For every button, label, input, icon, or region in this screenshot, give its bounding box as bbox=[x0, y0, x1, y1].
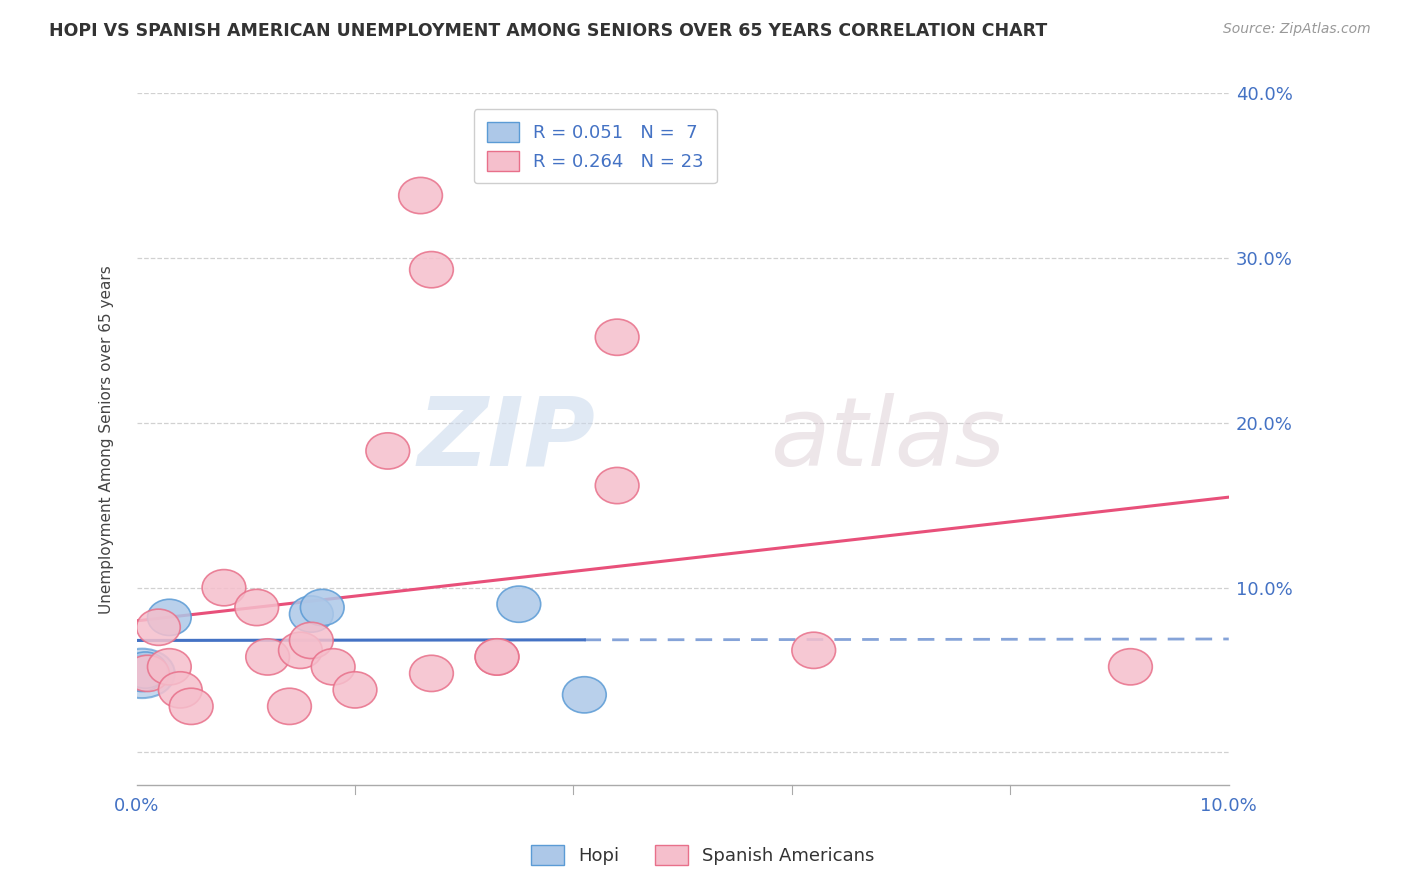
Ellipse shape bbox=[235, 590, 278, 625]
Text: ZIP: ZIP bbox=[418, 392, 595, 486]
Ellipse shape bbox=[1108, 648, 1153, 685]
Ellipse shape bbox=[136, 609, 180, 646]
Ellipse shape bbox=[124, 652, 167, 689]
Ellipse shape bbox=[148, 599, 191, 635]
Ellipse shape bbox=[595, 319, 638, 355]
Ellipse shape bbox=[311, 648, 356, 685]
Ellipse shape bbox=[475, 639, 519, 675]
Ellipse shape bbox=[562, 677, 606, 713]
Text: atlas: atlas bbox=[770, 392, 1005, 486]
Ellipse shape bbox=[125, 656, 169, 691]
Ellipse shape bbox=[159, 672, 202, 708]
Ellipse shape bbox=[120, 656, 165, 691]
Text: HOPI VS SPANISH AMERICAN UNEMPLOYMENT AMONG SENIORS OVER 65 YEARS CORRELATION CH: HOPI VS SPANISH AMERICAN UNEMPLOYMENT AM… bbox=[49, 22, 1047, 40]
Ellipse shape bbox=[301, 590, 344, 625]
Ellipse shape bbox=[333, 672, 377, 708]
Ellipse shape bbox=[202, 570, 246, 606]
Legend: Hopi, Spanish Americans: Hopi, Spanish Americans bbox=[522, 836, 884, 874]
Ellipse shape bbox=[595, 467, 638, 504]
Ellipse shape bbox=[366, 433, 409, 469]
Ellipse shape bbox=[409, 656, 453, 691]
Text: Source: ZipAtlas.com: Source: ZipAtlas.com bbox=[1223, 22, 1371, 37]
Ellipse shape bbox=[278, 632, 322, 668]
Ellipse shape bbox=[290, 623, 333, 658]
Ellipse shape bbox=[290, 596, 333, 632]
Ellipse shape bbox=[475, 639, 519, 675]
Ellipse shape bbox=[399, 178, 443, 214]
Ellipse shape bbox=[169, 689, 214, 724]
Legend: R = 0.051   N =  7, R = 0.264   N = 23: R = 0.051 N = 7, R = 0.264 N = 23 bbox=[474, 110, 717, 184]
Ellipse shape bbox=[148, 648, 191, 685]
Ellipse shape bbox=[409, 252, 453, 288]
Y-axis label: Unemployment Among Seniors over 65 years: Unemployment Among Seniors over 65 years bbox=[100, 265, 114, 614]
Ellipse shape bbox=[792, 632, 835, 668]
Ellipse shape bbox=[267, 689, 311, 724]
Ellipse shape bbox=[110, 648, 174, 698]
Ellipse shape bbox=[246, 639, 290, 675]
Ellipse shape bbox=[496, 586, 541, 623]
